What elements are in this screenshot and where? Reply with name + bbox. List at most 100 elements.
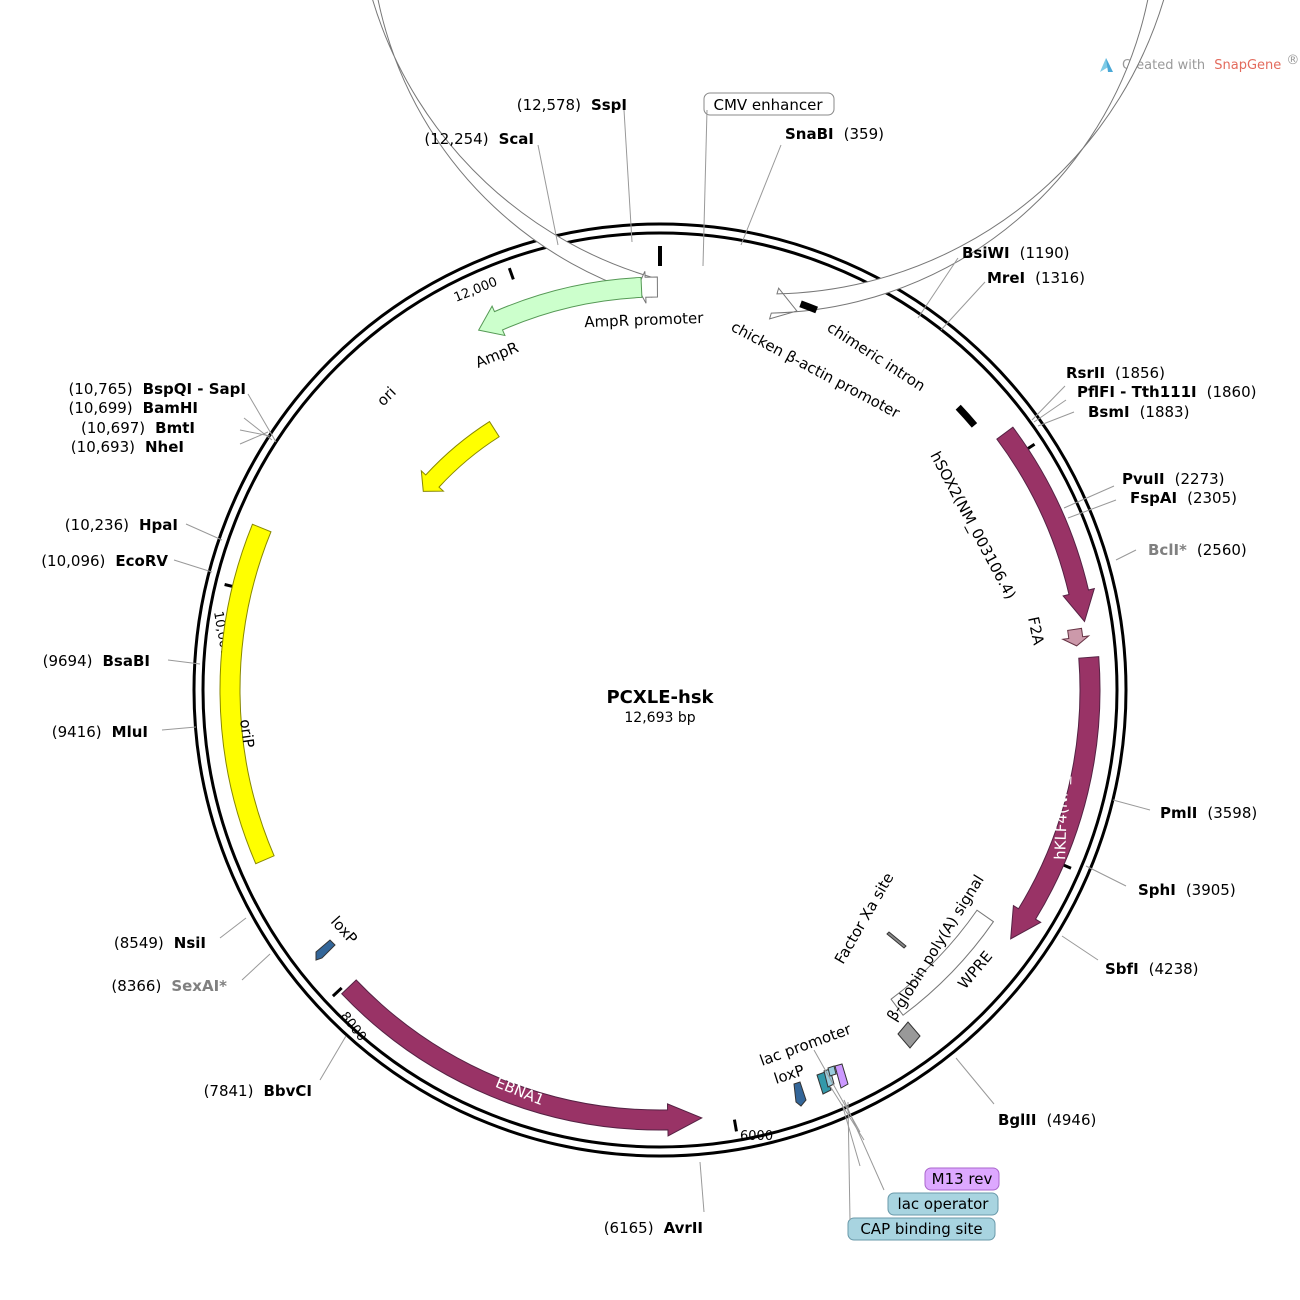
callout-line (699, 1161, 705, 1213)
callout-line (219, 917, 247, 939)
site-name: BspQI - SapI (143, 380, 246, 398)
chimeric-intron-end-bar (955, 404, 978, 428)
site-position: (2305) (1187, 489, 1237, 507)
site-position: (10,765) (68, 380, 132, 398)
site-label: SphI (3905) (1138, 881, 1236, 899)
site-position: (1856) (1115, 364, 1165, 382)
site-label: (9694) BsaBI (43, 652, 150, 670)
callout-line (247, 393, 277, 443)
site-name: BsaBI (103, 652, 151, 670)
site-name: PflFI - Tth111I (1077, 383, 1197, 401)
callout-line (1112, 799, 1151, 811)
site-position: (8549) (114, 934, 164, 952)
backbone-inner-strand (201, 231, 1119, 1149)
callout-lines (161, 109, 1151, 1221)
wpre-box (890, 909, 995, 1016)
callout-line (239, 431, 269, 445)
site-label: PmlI (3598) (1160, 804, 1257, 822)
site-position: (10,697) (81, 419, 145, 437)
callout-line (623, 109, 633, 243)
callout-line (740, 144, 782, 246)
callout-line (1063, 485, 1115, 509)
site-label: (10,697) BmtI (81, 419, 195, 437)
site-name: AvrII (664, 1219, 703, 1237)
chimeric-intron-start-bar (799, 300, 818, 314)
site-position: (10,699) (68, 399, 132, 417)
ori-label: ori (373, 383, 400, 410)
callout-line (1115, 549, 1137, 561)
site-name: SexAI* (171, 977, 227, 995)
site-position: (3905) (1186, 881, 1236, 899)
site-label: PvuII (2273) (1122, 470, 1225, 488)
lac-operator-badge (887, 1192, 999, 1216)
loxp-1-label: loxP (772, 1061, 807, 1088)
site-position: (10,236) (65, 516, 129, 534)
site-position: (6165) (604, 1219, 654, 1237)
site-position: (1316) (1035, 269, 1085, 287)
site-name: BamHI (143, 399, 198, 417)
tick-mark (732, 1119, 738, 1132)
callout-line (940, 281, 986, 331)
callout-line (161, 726, 197, 731)
plasmid-name: PCXLE-hsk (606, 687, 714, 708)
site-position: (1883) (1140, 403, 1190, 421)
site-name: MreI (987, 269, 1025, 287)
callout-line (955, 1057, 995, 1105)
site-name: BsiWI (962, 244, 1010, 262)
site-position: (10,096) (41, 552, 105, 570)
site-label: (8366) SexAI* (111, 977, 227, 995)
svg-text:Created with SnapGene: Created with SnapGene ® (1122, 53, 1299, 73)
feature-layer: CMV enhancer AmpR promoter chicken β-actin… (219, 0, 1165, 1241)
site-name: BsmI (1088, 403, 1130, 421)
beta-globin-polya-mark (897, 1021, 921, 1049)
site-position: (4238) (1149, 960, 1199, 978)
site-position: (8366) (111, 977, 161, 995)
site-name: FspAI (1130, 489, 1177, 507)
site-label: (6165) AvrII (604, 1219, 703, 1237)
site-position: (1860) (1207, 383, 1257, 401)
tick-mark (507, 267, 515, 280)
site-label: (10,765) BspQI - SapI (68, 380, 246, 398)
site-name: BbvCI (263, 1082, 312, 1100)
backbone-outer-strand (192, 222, 1128, 1158)
lac-promoter-label: lac promoter (757, 1020, 854, 1070)
site-name: BclI* (1148, 541, 1187, 559)
callout-line (917, 257, 959, 319)
site-name: SbfI (1105, 960, 1139, 978)
lac-operator-badge-label: lac operator (898, 1195, 990, 1213)
callout-line (1037, 411, 1075, 427)
site-label: (10,693) NheI (71, 438, 184, 456)
site-name: NsiI (174, 934, 206, 952)
tick-label: 6000 (740, 1129, 773, 1144)
hklf4-arrow (1010, 656, 1101, 940)
chicken-actin-promoter-label: chicken β-actin promoter (728, 318, 903, 423)
site-label: (10,096) EcoRV (41, 552, 168, 570)
m13-rev-badge (924, 1167, 1000, 1191)
orip-box (219, 523, 275, 865)
callout-line (1067, 499, 1117, 519)
site-label: MreI (1316) (987, 269, 1085, 287)
cmv-enhancer-label: CMV enhancer (713, 96, 823, 114)
lac-promoter-mark (816, 1071, 832, 1095)
site-label: RsrII (1856) (1066, 364, 1165, 382)
site-label: (10,699) BamHI (68, 399, 198, 417)
f2a-arrow (1061, 627, 1091, 647)
callout-line (243, 417, 273, 441)
site-position: (359) (844, 125, 884, 143)
site-label: (10,236) HpaI (65, 516, 178, 534)
loxp-1-mark (793, 1081, 807, 1107)
plasmid-size: 12,693 bp (624, 710, 695, 726)
cap-binding-mark (827, 1065, 837, 1077)
callout-line (167, 659, 201, 665)
callout-line (841, 1103, 861, 1167)
callout-line (702, 109, 708, 267)
site-name: ScaI (499, 130, 534, 148)
callout-line (241, 953, 271, 981)
site-name: BmtI (155, 419, 195, 437)
hsox2-arrow (996, 426, 1096, 623)
restriction-sites: SnaBI (359) BsiWI (1190) MreI (1316) RsrII (185… (41, 96, 1257, 1237)
credit-mark: ® (1286, 53, 1299, 68)
cap-binding-badge-label: CAP binding site (860, 1220, 982, 1238)
site-name: SnaBI (785, 125, 834, 143)
factor-xa-mark (886, 931, 907, 949)
